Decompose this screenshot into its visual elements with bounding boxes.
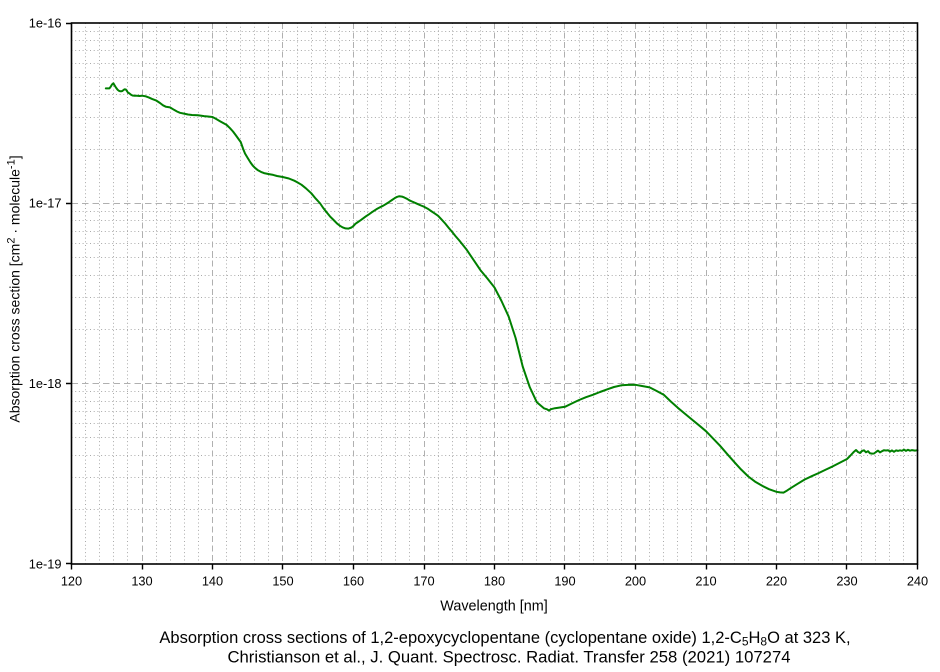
svg-text:170: 170 <box>413 573 434 588</box>
svg-text:190: 190 <box>554 573 575 588</box>
svg-text:150: 150 <box>272 573 293 588</box>
svg-text:220: 220 <box>766 573 787 588</box>
svg-text:Absorption cross sections of 1: Absorption cross sections of 1,2-epoxycy… <box>159 629 850 649</box>
svg-text:120: 120 <box>61 573 82 588</box>
svg-text:Wavelength [nm]: Wavelength [nm] <box>440 599 547 615</box>
svg-text:1e-16: 1e-16 <box>29 15 62 30</box>
svg-text:230: 230 <box>836 573 857 588</box>
svg-text:240: 240 <box>907 573 928 588</box>
svg-text:130: 130 <box>131 573 152 588</box>
svg-text:Absorption cross section [cm2: Absorption cross section [cm2 · molecule… <box>6 155 23 422</box>
svg-text:140: 140 <box>202 573 223 588</box>
svg-text:180: 180 <box>484 573 505 588</box>
svg-text:Christianson et al., J. Quant.: Christianson et al., J. Quant. Spectrosc… <box>227 648 790 667</box>
svg-text:1e-18: 1e-18 <box>29 376 62 391</box>
svg-text:160: 160 <box>343 573 364 588</box>
svg-text:210: 210 <box>695 573 716 588</box>
svg-text:1e-17: 1e-17 <box>29 196 62 211</box>
svg-text:1e-19: 1e-19 <box>29 556 62 571</box>
svg-text:200: 200 <box>625 573 646 588</box>
